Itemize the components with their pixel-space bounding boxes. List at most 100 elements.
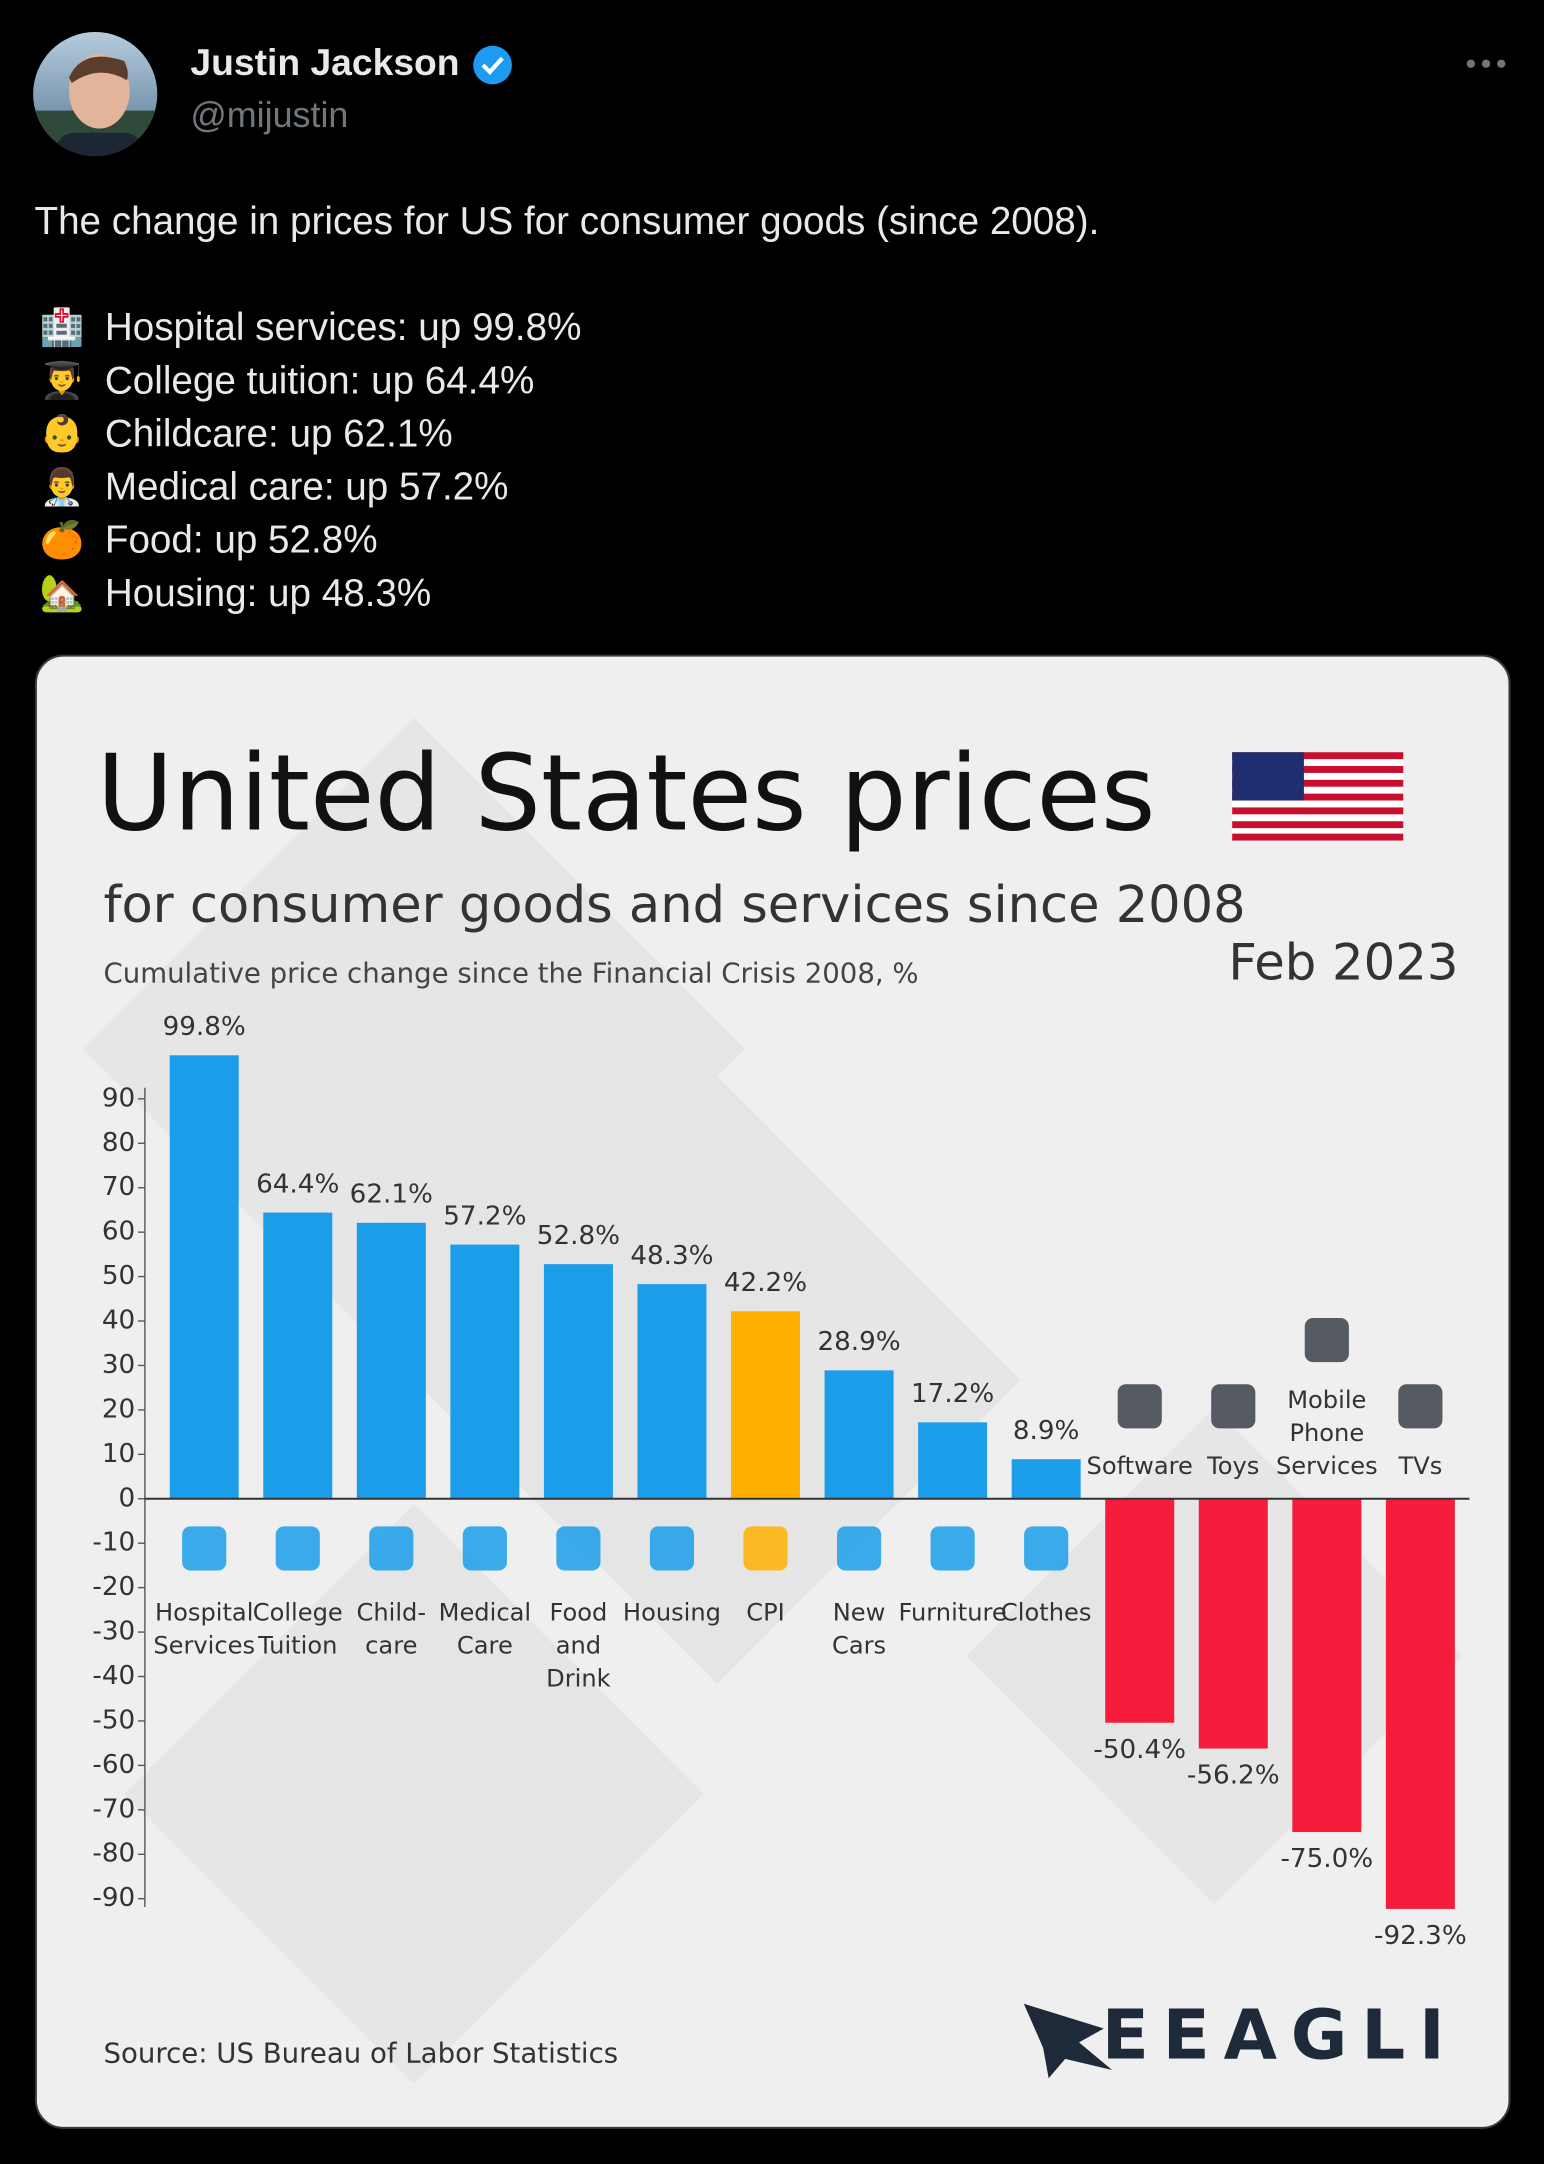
y-tick-label: 10 [102,1439,135,1469]
category-icon [743,1526,788,1571]
bar [356,1222,426,1499]
category-label: Toys [1206,1452,1259,1480]
category-label: CPI [746,1598,785,1626]
bar [1011,1459,1081,1499]
bar [918,1422,988,1499]
category-icon [836,1526,882,1571]
y-tick-label: 70 [102,1172,135,1202]
bar [263,1212,333,1499]
bar [1292,1498,1362,1833]
y-tick-label: -30 [92,1617,135,1647]
value-label: 64.4% [256,1170,339,1200]
value-label: -56.2% [1187,1761,1280,1791]
item-text: Food: up 52.8% [105,519,378,562]
category-icon [649,1526,695,1571]
value-label: 28.9% [817,1327,900,1357]
item-text: Medical care: up 57.2% [105,466,509,509]
chart-description: Cumulative price change since the Financ… [103,956,918,989]
y-tick-label: 30 [102,1350,135,1380]
category-label: Hospital [155,1598,253,1626]
category-icon [556,1526,601,1571]
y-tick-label: -70 [92,1794,135,1824]
item-emoji: 👨‍⚕️ [40,466,85,507]
category-label: Food [549,1598,607,1626]
category-icon [369,1526,414,1571]
item-text: Hospital services: up 99.8% [105,306,582,349]
category-label: Clothes [1001,1598,1091,1626]
y-tick-label: -40 [92,1661,135,1691]
value-label: 52.8% [537,1221,620,1251]
author-handle[interactable]: @mijustin [190,95,348,135]
y-tick-label: -60 [92,1750,135,1780]
chart-title: United States prices [97,732,1156,854]
value-label: 62.1% [350,1180,433,1210]
category-label: care [365,1631,417,1659]
category-icon [182,1526,227,1571]
bar [731,1311,801,1499]
verified-badge [473,45,512,85]
category-icon [462,1526,507,1571]
value-label: 48.3% [630,1241,713,1271]
author-name[interactable]: Justin Jackson [190,41,459,83]
item-emoji: 👶 [40,413,85,454]
category-label: Medical [439,1598,531,1626]
category-label: Tuition [257,1631,337,1659]
brand-logo [1023,2003,1113,2079]
value-label: -92.3% [1374,1921,1467,1951]
category-icon [930,1526,975,1571]
y-tick-label: -10 [92,1528,135,1558]
category-label: College [253,1598,343,1626]
category-label: Care [457,1631,513,1659]
y-tick-label: 20 [102,1394,135,1424]
bar [450,1244,520,1499]
avatar[interactable] [28,28,166,174]
value-label: -75.0% [1280,1844,1373,1874]
bar [1105,1498,1175,1723]
category-icon [1398,1384,1443,1429]
category-label: Furniture [898,1598,1006,1626]
category-label: New [833,1598,886,1626]
value-label: 17.2% [911,1379,994,1409]
category-icon [275,1526,320,1571]
bar [543,1264,613,1499]
category-label: and [556,1631,601,1659]
bar [169,1055,239,1499]
category-label: Phone [1289,1419,1364,1447]
bar [824,1370,894,1499]
more-button[interactable] [1466,59,1506,68]
category-label: Drink [546,1665,610,1693]
y-tick-label: -80 [92,1839,135,1869]
y-tick-label: -50 [92,1705,135,1735]
category-icon [1024,1526,1069,1571]
value-label: 99.8% [163,1012,246,1042]
category-label: Mobile [1287,1386,1366,1414]
category-label: Housing [623,1598,721,1626]
item-text: Childcare: up 62.1% [105,412,453,455]
item-emoji: 🍊 [40,519,86,560]
y-tick-label: -90 [92,1883,135,1913]
category-label: TVs [1397,1452,1442,1480]
y-tick-label: -20 [92,1572,135,1602]
brand-name: EEAGLI [1102,1996,1459,2076]
y-tick-label: 90 [102,1083,135,1113]
value-label: -50.4% [1093,1735,1186,1765]
value-label: 42.2% [724,1268,807,1298]
y-tick-label: 80 [102,1128,135,1158]
item-text: College tuition: up 64.4% [105,359,534,402]
category-icon [1304,1318,1349,1363]
category-label: Child- [357,1598,427,1626]
category-label: Services [153,1631,255,1659]
category-label: Cars [832,1631,886,1659]
y-tick-label: 40 [102,1306,135,1336]
value-label: 8.9% [1013,1416,1080,1446]
item-emoji: 🏡 [40,573,85,613]
category-label: Software [1087,1452,1193,1480]
item-emoji: 🏥 [40,306,85,347]
chart-source: Source: US Bureau of Labor Statistics [103,2037,618,2070]
item-text: Housing: up 48.3% [105,572,431,615]
category-label: Services [1276,1452,1378,1480]
y-tick-label: 50 [102,1261,135,1291]
category-icon [1211,1384,1256,1429]
us-flag [1232,752,1404,841]
